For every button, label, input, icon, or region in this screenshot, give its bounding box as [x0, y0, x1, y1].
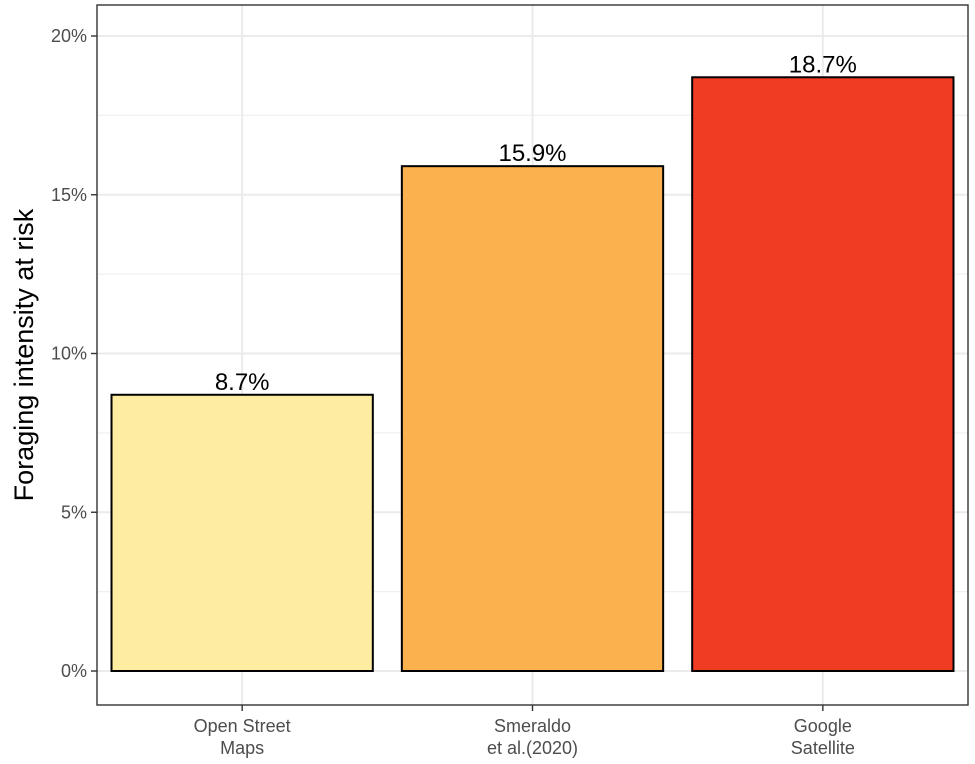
- bar-value-label: 18.7%: [789, 51, 857, 78]
- x-axis: Open Street Maps Smeraldo et al.(2020) Googl…: [194, 705, 855, 758]
- x-tick-label: Google Satellite: [791, 716, 855, 758]
- y-tick-label: 5%: [61, 502, 87, 522]
- bar: [400, 165, 665, 673]
- y-tick-label: 10%: [51, 344, 87, 364]
- bar: [691, 76, 955, 672]
- x-tick-label: Smeraldo et al.(2020): [487, 716, 578, 758]
- y-tick-label: 20%: [51, 26, 87, 46]
- y-tick-label: 0%: [61, 661, 87, 681]
- x-tick-label: Open Street Maps: [194, 716, 291, 758]
- bar-value-label: 15.9%: [498, 140, 566, 167]
- bars: 8.7% 15.9% 18.7%: [110, 51, 955, 673]
- y-tick-label: 15%: [51, 185, 87, 205]
- y-axis-title: Foraging intensity at risk: [9, 208, 39, 501]
- bar: [110, 393, 374, 672]
- y-axis: 0% 5% 10% 15% 20%: [51, 26, 97, 681]
- bar-value-label: 8.7%: [215, 369, 270, 396]
